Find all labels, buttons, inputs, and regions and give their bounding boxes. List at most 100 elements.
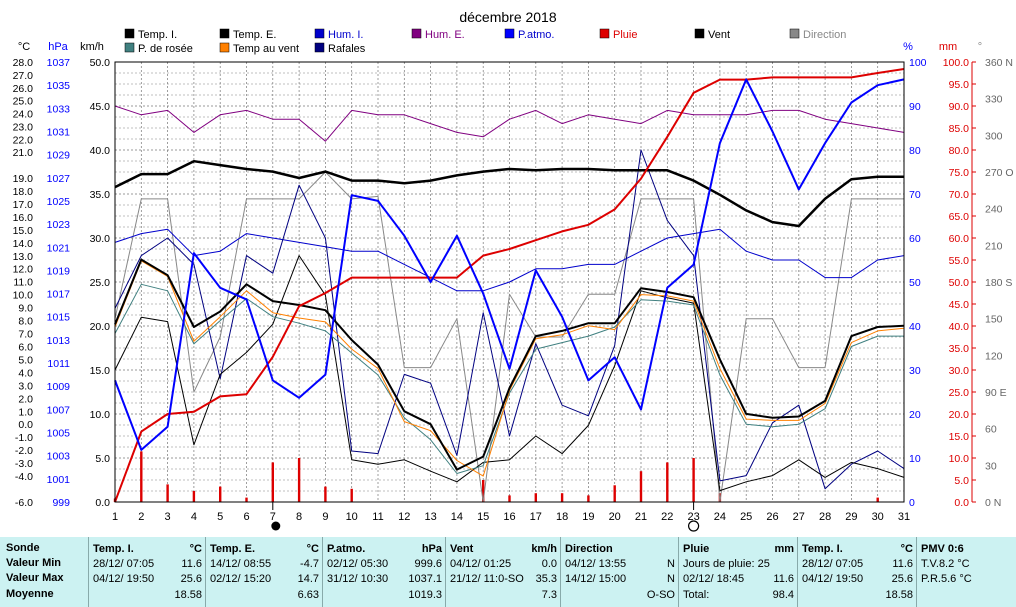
legend-swatch-inner (221, 44, 228, 51)
footer-row: Total: 98.4 (683, 588, 794, 602)
footer-column: PMV 0:6 T.V.8.2 °C P.R.5.6 °C (916, 537, 1016, 607)
label-moy: Moyenne (6, 588, 54, 600)
footer-row: 04/12/ 13:55 N (565, 557, 675, 571)
wind-tick: 5.0 (95, 453, 110, 465)
footer-row: 04/12/ 19:50 25.6 (93, 572, 202, 586)
footer-cell-right: 11.6 (892, 558, 913, 570)
rain-bar (324, 486, 327, 502)
dir-tick: 330 (985, 94, 1003, 106)
footer-cell-right: 7.3 (541, 589, 557, 601)
x-tick: 11 (372, 511, 383, 523)
rain-tick: 15.0 (949, 431, 970, 443)
hum-tick: 0 (909, 497, 915, 509)
x-tick: 9 (322, 511, 328, 523)
rain-tick: 90.0 (949, 101, 970, 113)
legend-label: Temp. I. (138, 29, 177, 41)
rain-bar (587, 495, 590, 502)
press-tick: 1023 (47, 219, 71, 231)
hum-tick: 10 (909, 453, 921, 465)
temp-tick: 22.0 (13, 134, 34, 146)
press-tick: 1003 (47, 451, 71, 463)
wind-tick: 20.0 (90, 321, 111, 333)
x-tick: 10 (346, 511, 358, 523)
press-tick: 1017 (47, 289, 71, 301)
press-tick: 1035 (47, 80, 71, 92)
rain-tick: 20.0 (949, 409, 970, 421)
footer-cell-left: P.R.5.6 °C (921, 573, 972, 585)
footer-row: PMV 0:6 (921, 542, 1013, 556)
footer-cell-right: 25.6 (891, 573, 913, 585)
footer-cell-left: Total: (683, 589, 710, 601)
rain-tick: 70.0 (949, 189, 970, 201)
press-tick: 999 (52, 497, 70, 509)
footer-row: 21/12/ 11:0-SO 35.3 (450, 572, 557, 586)
hum-tick: 30 (909, 365, 921, 377)
temp-tick: 14.0 (13, 238, 34, 250)
summary-footer: Sonde Valeur Min Valeur Max Moyenne Temp… (0, 537, 1016, 607)
footer-cell-left: 28/12/ 07:05 (802, 558, 864, 570)
hum-tick: 100 (909, 57, 927, 69)
rain-tick: 95.0 (949, 79, 970, 91)
temp-tick: -6.0 (15, 497, 33, 509)
series-direction (114, 171, 904, 503)
weather-chart: décembre 2018 Temp. I. Temp. E. Hum. I. Hum… (13, 9, 1014, 532)
footer-row: 7.3 (450, 588, 557, 602)
x-tick: 24 (714, 511, 726, 523)
footer-row: Temp. I. °C (802, 542, 913, 556)
rain-unit: mm (939, 41, 957, 53)
wind-tick: 35.0 (90, 189, 111, 201)
footer-cell-left: 21/12/ 11:0-SO (450, 573, 524, 585)
footer-row: 14/12/ 08:55 -4.7 (210, 557, 319, 571)
footer-row (921, 588, 1013, 602)
footer-row: T.V.8.2 °C (921, 557, 1013, 571)
x-tick: 7 (270, 511, 276, 523)
footer-cell-left: 14/12/ 08:55 (210, 558, 272, 570)
hum-tick: 50 (909, 277, 921, 289)
x-tick: 20 (609, 511, 621, 523)
rain-tick: 25.0 (949, 387, 970, 399)
rain-bar (534, 493, 537, 502)
hum-tick: 90 (909, 101, 921, 113)
x-tick: 6 (243, 511, 249, 523)
press-tick: 1025 (47, 196, 71, 208)
footer-cell-right: -4.7 (300, 558, 319, 570)
temp-tick: 24.0 (13, 109, 34, 121)
footer-cell-right: N (667, 558, 675, 570)
footer-cell-right: 999.6 (414, 558, 442, 570)
footer-cell-left: Vent (450, 543, 474, 555)
legend-swatch (219, 28, 230, 39)
temp-tick: 8.0 (18, 316, 33, 328)
footer-row: Pluie mm (683, 542, 794, 556)
press-tick: 1027 (47, 173, 71, 185)
x-tick: 29 (845, 511, 857, 523)
dir-tick: 300 (985, 130, 1003, 142)
footer-row: 14/12/ 15:00 N (565, 572, 675, 586)
x-tick: 25 (740, 511, 752, 523)
rain-bar (692, 458, 695, 502)
footer-row: 02/12/ 18:45 11.6 (683, 572, 794, 586)
hum-tick: 60 (909, 233, 921, 245)
axes: °C hPa km/h% mm °28.027.026.025.024.023.022.… (13, 41, 1014, 523)
legend-label: Rafales (328, 43, 366, 55)
footer-cell-right: 25.6 (180, 573, 202, 585)
footer-cell-left: 04/12/ 01:25 (450, 558, 512, 570)
wind-tick: 45.0 (90, 101, 111, 113)
footer-cell-right: O-SO (646, 589, 675, 601)
footer-row: 18.58 (93, 588, 202, 602)
x-tick: 31 (898, 511, 910, 523)
legend-swatch (599, 28, 610, 39)
rain-tick: 85.0 (949, 123, 970, 135)
series-p-atmo- (114, 78, 905, 451)
footer-cell-left: 04/12/ 19:50 (802, 573, 864, 585)
footer-cell-left: Pluie (683, 543, 710, 555)
new-moon-icon (271, 521, 281, 531)
temp-tick: 11.0 (13, 277, 33, 289)
wind-tick: 10.0 (90, 409, 111, 421)
temp-tick: 10.0 (13, 290, 34, 302)
grid (114, 61, 905, 503)
footer-cell-left: T.V.8.2 °C (921, 558, 970, 570)
press-tick: 1007 (47, 404, 71, 416)
footer-row: Direction (565, 542, 675, 556)
press-tick: 1037 (47, 57, 71, 69)
rain-tick: 100.0 (943, 57, 969, 69)
